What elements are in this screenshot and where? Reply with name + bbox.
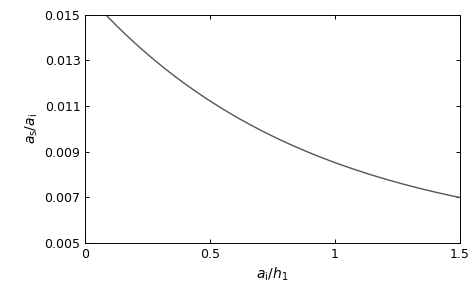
Y-axis label: $a_\mathrm{s}/a_\mathrm{i}$: $a_\mathrm{s}/a_\mathrm{i}$ bbox=[24, 113, 40, 144]
X-axis label: $a_\mathrm{i}/h_1$: $a_\mathrm{i}/h_1$ bbox=[256, 265, 289, 283]
